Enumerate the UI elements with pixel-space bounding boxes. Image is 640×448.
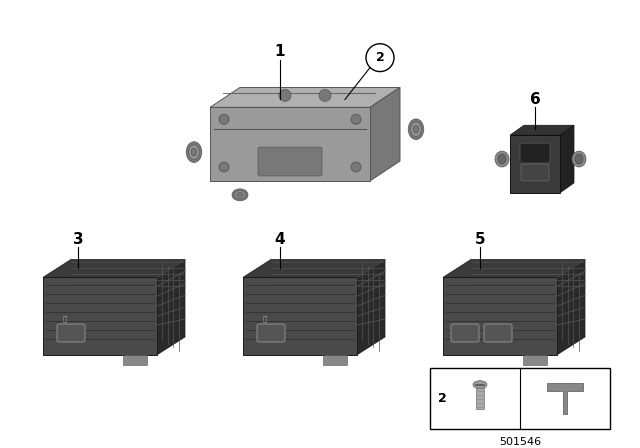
Polygon shape: [510, 125, 574, 135]
Ellipse shape: [191, 148, 197, 156]
Circle shape: [366, 44, 394, 72]
Text: 5: 5: [475, 232, 485, 247]
Bar: [476, 387, 484, 409]
FancyBboxPatch shape: [521, 164, 549, 181]
Circle shape: [219, 114, 229, 124]
Text: 1: 1: [275, 44, 285, 59]
Polygon shape: [243, 259, 385, 277]
Polygon shape: [443, 259, 585, 277]
Text: 4: 4: [275, 232, 285, 247]
Polygon shape: [210, 108, 370, 181]
Ellipse shape: [234, 191, 246, 199]
Text: 2: 2: [376, 51, 385, 64]
Ellipse shape: [498, 154, 506, 164]
Ellipse shape: [408, 119, 424, 140]
FancyBboxPatch shape: [57, 324, 85, 342]
FancyBboxPatch shape: [258, 147, 322, 176]
Bar: [523, 355, 547, 365]
Ellipse shape: [411, 122, 421, 136]
Polygon shape: [370, 87, 400, 181]
Text: 6: 6: [530, 92, 540, 107]
Text: 2: 2: [438, 392, 446, 405]
Ellipse shape: [575, 154, 583, 164]
Text: 501546: 501546: [499, 437, 541, 448]
Polygon shape: [557, 259, 585, 355]
Ellipse shape: [232, 189, 248, 201]
Polygon shape: [510, 135, 560, 193]
Ellipse shape: [186, 142, 202, 163]
Polygon shape: [560, 125, 574, 193]
Bar: [430, 368, 610, 429]
FancyBboxPatch shape: [257, 324, 285, 342]
Bar: [123, 355, 147, 365]
Polygon shape: [547, 383, 583, 414]
Ellipse shape: [495, 151, 509, 167]
Polygon shape: [443, 277, 557, 355]
Polygon shape: [157, 259, 185, 355]
Text: 3: 3: [73, 232, 83, 247]
Text: ⏻: ⏻: [263, 316, 267, 323]
Circle shape: [351, 162, 361, 172]
FancyBboxPatch shape: [520, 143, 550, 163]
Ellipse shape: [237, 193, 243, 197]
Ellipse shape: [473, 381, 487, 389]
Polygon shape: [357, 259, 385, 355]
FancyBboxPatch shape: [484, 324, 512, 342]
FancyBboxPatch shape: [451, 324, 479, 342]
Ellipse shape: [572, 151, 586, 167]
Circle shape: [351, 114, 361, 124]
Text: ⏻: ⏻: [63, 316, 67, 323]
Circle shape: [319, 90, 331, 101]
Polygon shape: [210, 87, 400, 108]
Polygon shape: [43, 277, 157, 355]
Circle shape: [219, 162, 229, 172]
Polygon shape: [43, 259, 185, 277]
Polygon shape: [243, 277, 357, 355]
Circle shape: [279, 90, 291, 101]
Bar: [323, 355, 347, 365]
Ellipse shape: [413, 125, 419, 133]
Ellipse shape: [189, 145, 200, 159]
